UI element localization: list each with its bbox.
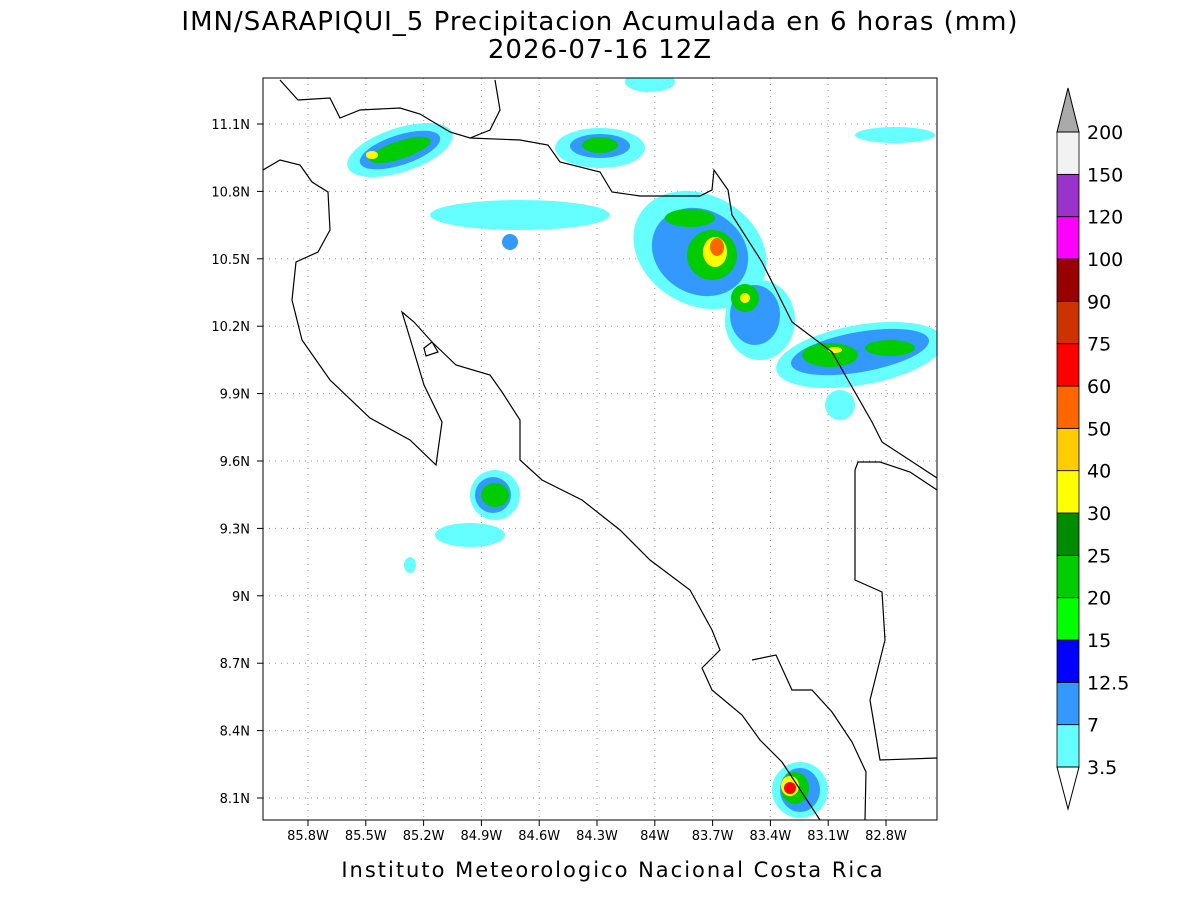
y-tick-label: 11.1N: [211, 118, 250, 133]
footer: Instituto Meteorologico Nacional Costa R…: [341, 858, 884, 882]
colorbar-box: [1056, 554, 1080, 599]
colorbar-label: 50: [1087, 418, 1111, 440]
y-tick-label: 10.2N: [211, 320, 250, 335]
x-tick-label: 83.7W: [692, 829, 734, 844]
map-title: IMN/SARAPIQUI_5 Precipitacion Acumulada …: [181, 7, 1018, 37]
y-tick-label: 8.1N: [220, 792, 250, 807]
rain-orange-red: [710, 238, 796, 794]
y-tick-label: 8.7N: [220, 657, 250, 672]
colorbar-box: [1056, 681, 1080, 726]
x-tick-label: 85.2W: [403, 829, 445, 844]
colorbar-label: 7: [1087, 715, 1099, 737]
y-tick-label: 10.5N: [211, 253, 250, 268]
colorbar: 3.5 7 12.5 15 20 25 30 40 50 60 75 90 100 120 150 200: [1056, 87, 1129, 811]
colorbar-box: [1056, 300, 1080, 345]
colorbar-label: 20: [1087, 588, 1111, 610]
colorbar-label: 90: [1087, 291, 1111, 313]
colorbar-label: 200: [1087, 122, 1123, 144]
colorbar-over: [1056, 87, 1080, 133]
colorbar-label: 100: [1087, 249, 1123, 271]
colorbar-label: 120: [1087, 207, 1123, 229]
x-tick-label: 84W: [640, 829, 670, 844]
coastlines: [263, 79, 937, 820]
y-tick-label: 8.4N: [220, 725, 250, 740]
colorbar-box: [1056, 216, 1080, 260]
colorbar-label: 15: [1087, 630, 1111, 652]
map-frame: [262, 77, 938, 821]
precipitation: [347, 78, 937, 818]
colorbar-label: 12.5: [1087, 672, 1129, 694]
colorbar-box: [1056, 512, 1080, 556]
colorbar-under: [1056, 766, 1080, 811]
x-tick-label: 84.9W: [460, 829, 502, 844]
colorbar-label: 30: [1087, 503, 1111, 525]
colorbar-box: [1056, 724, 1080, 768]
colorbar-box: [1056, 639, 1080, 683]
colorbar-label: 3.5: [1087, 757, 1117, 779]
colorbar-label: 40: [1087, 461, 1111, 483]
y-tick-label: 10.8N: [211, 185, 250, 200]
colorbar-box: [1056, 427, 1080, 472]
colorbar-box: [1056, 470, 1080, 514]
y-tick-label: 9.6N: [220, 455, 250, 470]
colorbar-box: [1056, 385, 1080, 429]
colorbar-label: 150: [1087, 164, 1123, 186]
map-subtitle: 2026-07-16 12Z: [488, 35, 712, 65]
colorbar-box: [1056, 131, 1080, 175]
y-tick-label: 9N: [232, 590, 250, 605]
x-tick-label: 85.5W: [345, 829, 387, 844]
x-tick-label: 85.8W: [287, 829, 329, 844]
x-tick-label: 84.3W: [576, 829, 618, 844]
y-tick-label: 9.9N: [220, 388, 250, 403]
colorbar-box: [1056, 173, 1080, 218]
x-tick-label: 83.4W: [749, 829, 791, 844]
x-tick-label: 82.8W: [865, 829, 907, 844]
y-tick-label: 9.3N: [220, 522, 250, 537]
rain-cyan: [347, 78, 937, 818]
colorbar-label: 60: [1087, 376, 1111, 398]
x-tick-label: 83.1W: [807, 829, 849, 844]
colorbar-box: [1056, 597, 1080, 641]
graticule: [257, 78, 937, 826]
x-tick-label: 84.6W: [518, 829, 560, 844]
colorbar-box: [1056, 343, 1080, 387]
colorbar-box: [1056, 258, 1080, 302]
rain-yellow: [366, 151, 842, 796]
colorbar-label: 75: [1087, 334, 1111, 356]
colorbar-label: 25: [1087, 545, 1111, 567]
